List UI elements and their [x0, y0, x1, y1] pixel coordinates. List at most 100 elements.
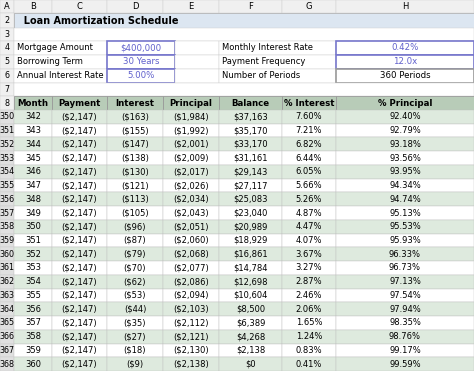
Text: 7: 7 — [4, 85, 9, 94]
Bar — [175, 55, 219, 69]
Bar — [336, 193, 474, 206]
Text: 350: 350 — [0, 112, 15, 121]
Bar — [163, 261, 219, 275]
Bar — [282, 289, 336, 302]
Text: ($44): ($44) — [124, 305, 146, 314]
Bar — [14, 83, 474, 96]
Text: ($113): ($113) — [121, 195, 149, 204]
Text: 360: 360 — [0, 250, 15, 259]
Bar — [14, 234, 52, 247]
Text: $16,861: $16,861 — [233, 250, 268, 259]
Text: C: C — [77, 2, 82, 11]
Bar — [107, 344, 163, 357]
Text: 343: 343 — [25, 126, 41, 135]
Text: 97.13%: 97.13% — [389, 277, 421, 286]
Text: ($147): ($147) — [121, 140, 149, 149]
Bar — [219, 0, 282, 13]
Bar — [14, 13, 474, 28]
Bar — [107, 0, 163, 13]
Text: ($2,130): ($2,130) — [173, 346, 209, 355]
Bar — [14, 289, 52, 302]
Bar — [219, 344, 282, 357]
Text: $31,161: $31,161 — [233, 154, 268, 162]
Bar — [219, 41, 336, 55]
Bar — [52, 234, 107, 247]
Text: 357: 357 — [25, 318, 41, 328]
Bar — [282, 316, 336, 330]
Bar — [282, 151, 336, 165]
Text: 360: 360 — [25, 359, 41, 369]
Bar — [14, 28, 474, 41]
Text: ($2,147): ($2,147) — [62, 291, 97, 300]
Bar — [336, 275, 474, 289]
Bar — [0, 69, 14, 83]
Bar — [336, 261, 474, 275]
Text: 354: 354 — [25, 277, 41, 286]
Bar — [107, 234, 163, 247]
Bar — [52, 179, 107, 193]
Bar — [336, 124, 474, 138]
Bar — [14, 247, 52, 261]
Bar — [14, 165, 52, 179]
Text: ($2,147): ($2,147) — [62, 346, 97, 355]
Bar — [336, 247, 474, 261]
Bar — [0, 302, 14, 316]
Text: ($2,147): ($2,147) — [62, 112, 97, 121]
Bar — [107, 330, 163, 344]
Text: 356: 356 — [0, 195, 15, 204]
Bar — [52, 151, 107, 165]
Bar — [14, 110, 52, 124]
Text: Annual Interest Rate: Annual Interest Rate — [17, 72, 104, 81]
Text: 98.35%: 98.35% — [389, 318, 421, 328]
Bar — [14, 330, 52, 344]
Text: 7.21%: 7.21% — [296, 126, 322, 135]
Bar — [219, 247, 282, 261]
Text: 358: 358 — [0, 222, 15, 231]
Text: ($2,051): ($2,051) — [173, 222, 209, 231]
Text: ($2,017): ($2,017) — [173, 167, 209, 176]
Bar — [14, 344, 52, 357]
Text: 361: 361 — [0, 263, 15, 272]
Bar — [282, 110, 336, 124]
Bar — [336, 55, 474, 69]
Bar — [163, 96, 219, 110]
Text: ($96): ($96) — [124, 222, 146, 231]
Bar — [163, 179, 219, 193]
Bar — [163, 138, 219, 151]
Text: ($2,077): ($2,077) — [173, 263, 209, 272]
Bar — [52, 316, 107, 330]
Text: 96.33%: 96.33% — [389, 250, 421, 259]
Text: ($2,034): ($2,034) — [173, 195, 209, 204]
Bar — [163, 316, 219, 330]
Bar — [282, 247, 336, 261]
Text: H: H — [402, 2, 408, 11]
Bar — [163, 110, 219, 124]
Text: ($2,147): ($2,147) — [62, 167, 97, 176]
Bar — [336, 330, 474, 344]
Bar — [336, 234, 474, 247]
Bar — [163, 193, 219, 206]
Text: ($2,068): ($2,068) — [173, 250, 209, 259]
Text: ($2,147): ($2,147) — [62, 154, 97, 162]
Text: $10,604: $10,604 — [233, 291, 268, 300]
Text: $20,989: $20,989 — [233, 222, 268, 231]
Text: 94.74%: 94.74% — [389, 195, 421, 204]
Text: 97.54%: 97.54% — [389, 291, 421, 300]
Bar — [336, 165, 474, 179]
Bar — [107, 316, 163, 330]
Text: 363: 363 — [0, 291, 15, 300]
Text: $29,143: $29,143 — [233, 167, 268, 176]
Bar — [282, 0, 336, 13]
Text: $400,000: $400,000 — [120, 43, 162, 53]
Bar — [107, 261, 163, 275]
Text: 12.0x: 12.0x — [393, 58, 417, 66]
Bar — [107, 69, 175, 83]
Bar — [14, 138, 52, 151]
Text: 5.00%: 5.00% — [128, 72, 155, 81]
Bar — [336, 138, 474, 151]
Bar — [0, 344, 14, 357]
Text: $4,268: $4,268 — [236, 332, 265, 341]
Text: 351: 351 — [0, 126, 15, 135]
Text: $18,929: $18,929 — [233, 236, 268, 245]
Text: F: F — [248, 2, 253, 11]
